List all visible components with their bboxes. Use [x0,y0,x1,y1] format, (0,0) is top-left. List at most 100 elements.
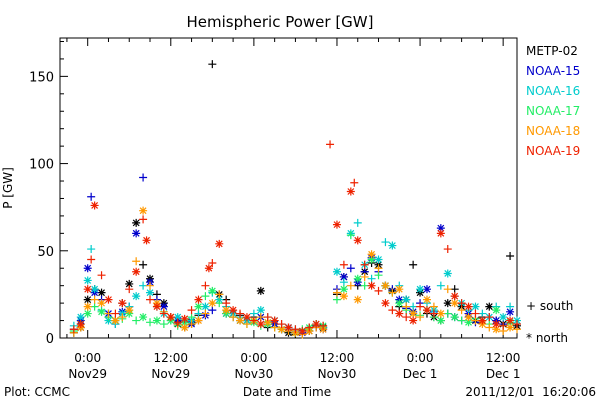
north-marker [104,295,113,304]
north-marker [256,320,265,329]
legend-entry: NOAA-18 [526,124,580,138]
north-marker [180,323,189,332]
south-marker [457,316,466,325]
north-marker [395,285,404,294]
north-marker [277,325,286,334]
south-marker [236,309,245,318]
south-marker [187,313,196,322]
chart-title: Hemispheric Power [GW] [187,13,374,31]
south-marker [146,295,155,304]
south-marker [450,285,459,294]
north-marker [409,309,418,318]
north-marker [152,302,161,311]
north-marker [111,316,120,325]
north-marker [464,302,473,311]
marker-legend: + south * north [526,299,573,345]
south-marker [339,278,348,287]
north-marker [339,272,348,281]
south-marker [339,260,348,269]
north-marker [312,320,321,329]
footer-timestamp: 2011/12/01 16:20:06 [465,385,596,399]
legend-entry: NOAA-17 [526,104,580,118]
north-marker [194,302,203,311]
north-marker [471,302,480,311]
south-marker [506,302,515,311]
south-marker [478,309,487,318]
north-marker [90,285,99,294]
south-marker [471,309,480,318]
north-marker [83,309,92,318]
north-marker [339,292,348,301]
north-marker [201,302,210,311]
south-marker [485,323,494,332]
x-tick-label-date: Nov30 [318,367,357,381]
north-marker [208,299,217,308]
south-marker [350,178,359,187]
north-marker [229,306,238,315]
north-marker [388,241,397,250]
north-marker [132,267,141,276]
north-marker [381,281,390,290]
south-marker [319,321,328,330]
legend-entry: NOAA-19 [526,144,580,158]
north-marker [395,309,404,318]
x-tick-label-date: Nov29 [151,367,190,381]
north-marker [242,313,251,322]
south-marker [402,313,411,322]
north-marker [381,299,390,308]
south-marker [360,260,369,269]
north-marker [332,267,341,276]
x-tick-label-date: Nov30 [235,367,274,381]
north-marker [353,236,362,245]
south-marker [90,295,99,304]
south-marker [360,272,369,281]
south-marker [159,320,168,329]
south-marker [87,192,96,201]
north-marker [416,285,425,294]
legend-entry: METP-02 [526,44,578,58]
north-marker [215,239,224,248]
x-tick-label-date: Dec 1 [486,367,521,381]
south-marker [326,140,335,149]
legend-entry: NOAA-15 [526,64,580,78]
north-marker [180,314,189,323]
south-marker [249,316,258,325]
south-marker [201,281,210,290]
north-marker [367,281,376,290]
y-tick-label: 0 [46,332,54,347]
north-marker [166,313,175,322]
north-marker [97,307,106,316]
south-marker [360,281,369,290]
north-marker [492,325,501,334]
north-marker [450,292,459,301]
south-marker [353,218,362,227]
north-marker [298,327,307,336]
north-marker [194,295,203,304]
south-marker [506,252,515,261]
south-marker [346,264,355,273]
south-marker [215,290,224,299]
south-marker [443,245,452,254]
south-marker [159,309,168,318]
north-marker [132,292,141,301]
south-marker [139,215,148,224]
north-marker [450,299,459,308]
north-marker [409,316,418,325]
x-tick-label-time: 0:00 [407,351,434,365]
x-tick-label-time: 12:00 [320,351,355,365]
south-marker [208,259,217,267]
north-marker [139,206,148,215]
north-marker [236,316,245,325]
y-tick-label: 150 [29,70,54,85]
south-marker [291,325,300,334]
legend: METP-02 NOAA-15 NOAA-16 NOAA-17 NOAA-18 NOAA-… [526,44,580,158]
north-marker [443,269,452,278]
south-marker [208,60,217,69]
footer-plot-credit: Plot: CCMC [4,385,70,399]
north-marker [395,299,404,308]
north-marker [146,288,155,297]
north-marker [263,318,272,327]
south-marker [277,320,286,329]
south-marker [104,309,113,318]
north-marker [152,316,161,325]
